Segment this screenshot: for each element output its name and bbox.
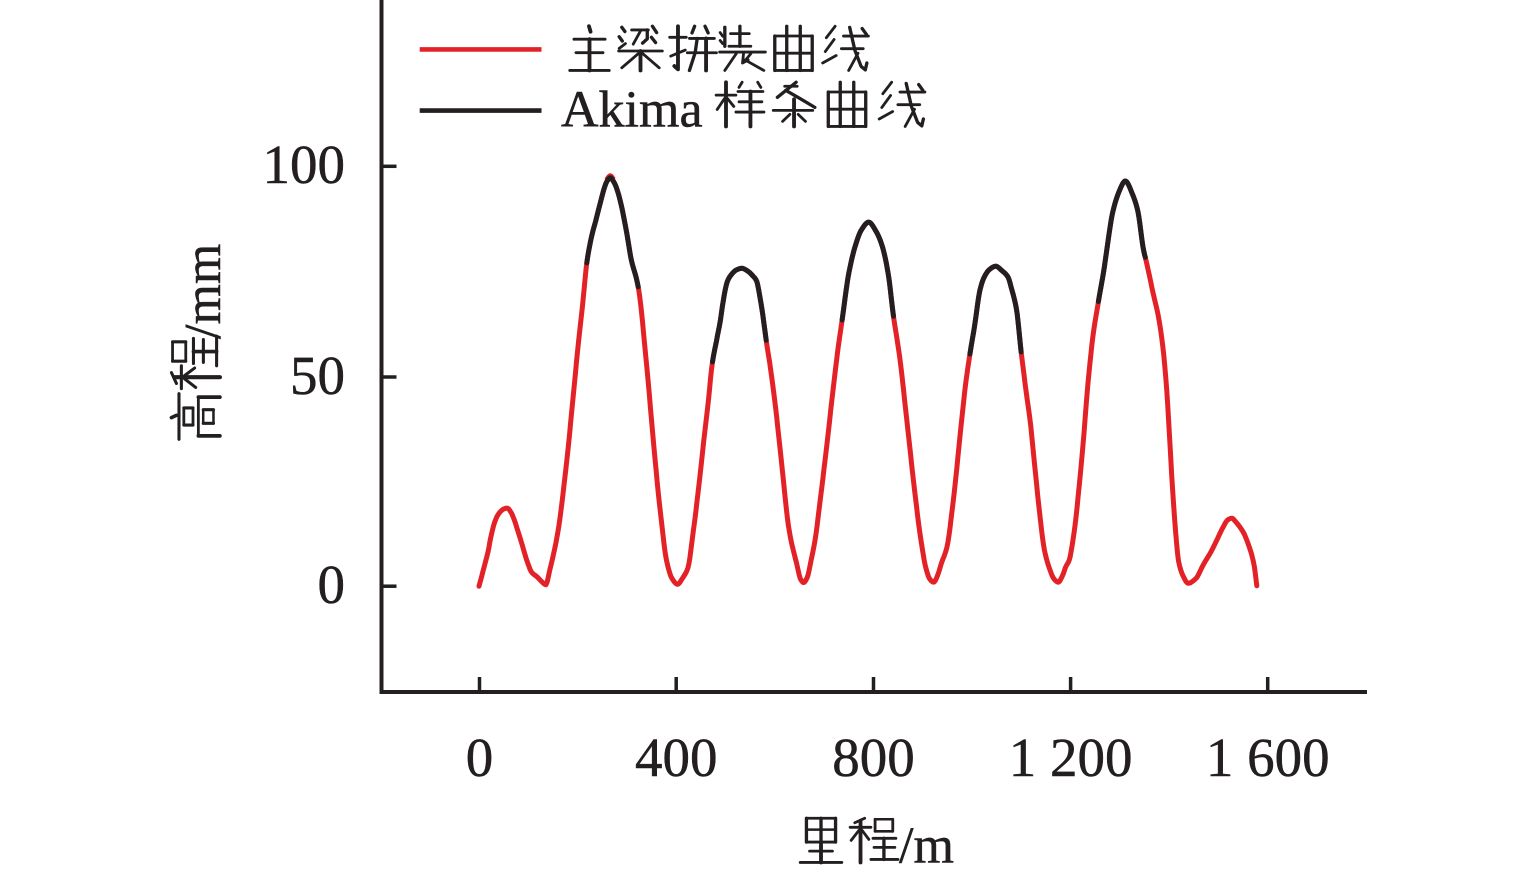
svg-text:100: 100	[263, 134, 346, 195]
svg-text:50: 50	[290, 345, 345, 406]
svg-text:/m: /m	[899, 818, 954, 875]
svg-text:0: 0	[466, 727, 494, 788]
svg-text:/mm: /mm	[175, 244, 232, 339]
svg-text:Akima: Akima	[561, 82, 703, 139]
svg-text:400: 400	[635, 727, 718, 788]
svg-text:1 600: 1 600	[1206, 727, 1330, 788]
svg-text:800: 800	[832, 727, 915, 788]
svg-text:0: 0	[318, 554, 346, 615]
svg-text:1 200: 1 200	[1009, 727, 1133, 788]
